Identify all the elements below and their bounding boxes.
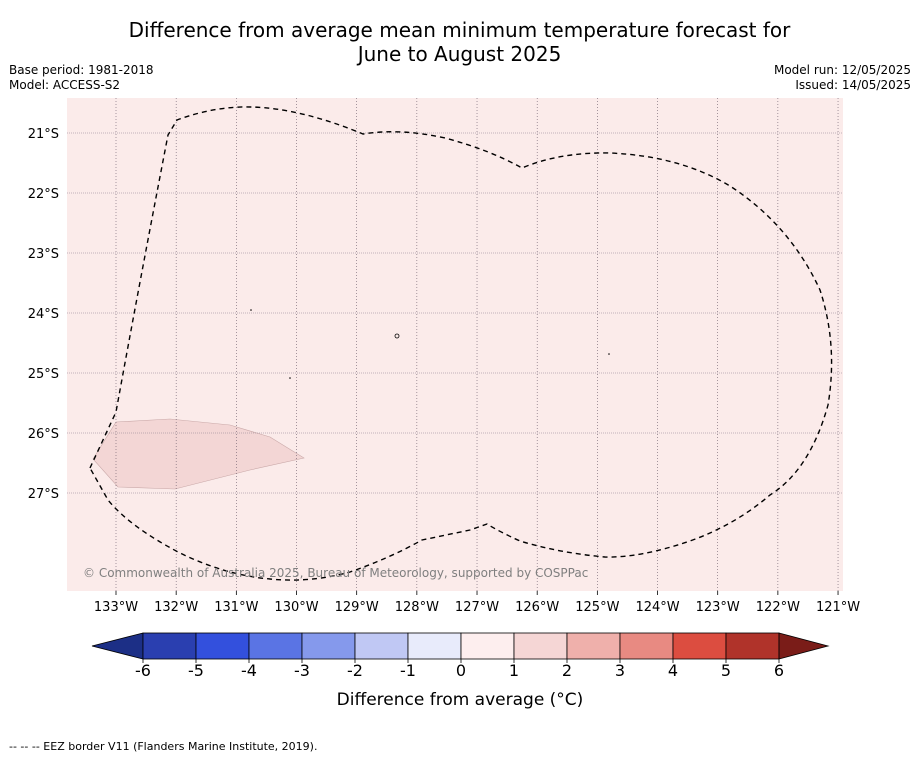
colorbar-tick-label: 1	[509, 661, 519, 680]
longitude-label: 123°W	[696, 600, 740, 615]
model-run-text: Model run: 12/05/2025	[773, 63, 911, 77]
colorbar	[91, 632, 830, 660]
latitude-label: 27°S	[28, 487, 59, 502]
title-line-1: Difference from average mean minimum tem…	[128, 18, 791, 42]
colorbar-tick-label: 6	[774, 661, 784, 680]
latitude-gridlines	[67, 132, 843, 494]
latitude-labels: 21°S 22°S 23°S 24°S 25°S 26°S 27°S	[28, 127, 59, 502]
island-marker	[289, 377, 291, 379]
colorbar-tick-label: 0	[456, 661, 466, 680]
colorbar-tick-label: -5	[188, 661, 204, 680]
longitude-label: 126°W	[515, 600, 559, 615]
island-marker	[250, 309, 252, 311]
longitude-label: 124°W	[635, 600, 679, 615]
colorbar-tick-label: -3	[294, 661, 310, 680]
colorbar-tick-label: -6	[135, 661, 151, 680]
footer-eez-credit: -- -- -- EEZ border V11 (Flanders Marine…	[9, 740, 318, 753]
latitude-label: 25°S	[28, 367, 59, 382]
longitude-label: 133°W	[94, 600, 138, 615]
longitude-labels: 133°W 132°W 131°W 130°W 129°W 128°W 127°W 126°W…	[94, 600, 860, 615]
issued-text: Issued: 14/05/2025	[795, 78, 911, 92]
colorbar-tick-label: 2	[562, 661, 572, 680]
latitude-label: 24°S	[28, 307, 59, 322]
colorbar-tick-label: -2	[347, 661, 363, 680]
latitude-label: 23°S	[28, 247, 59, 262]
latitude-label: 22°S	[28, 187, 59, 202]
longitude-label: 132°W	[154, 600, 198, 615]
colorbar-segment	[301, 632, 356, 660]
longitude-label: 125°W	[575, 600, 619, 615]
map-title: Difference from average mean minimum tem…	[0, 18, 919, 66]
latitude-label: 21°S	[28, 127, 59, 142]
colorbar-tick-label: -4	[241, 661, 257, 680]
colorbar-segment	[619, 632, 674, 660]
metadata-right: Model run: 12/05/2025 Issued: 14/05/2025	[774, 63, 911, 93]
map-background	[67, 98, 843, 591]
colorbar-tick-label: -1	[400, 661, 416, 680]
eez-border	[89, 106, 833, 581]
colorbar-tick-label: 4	[668, 661, 678, 680]
colorbar-segment	[566, 632, 621, 660]
colorbar-tick-labels: -6 -5 -4 -3 -2 -1 0 1 2 3 4 5 6	[135, 659, 784, 680]
colorbar-segment	[513, 632, 568, 660]
longitude-label: 121°W	[816, 600, 860, 615]
colorbar-label: Difference from average (°C)	[337, 690, 584, 710]
longitude-label: 122°W	[756, 600, 800, 615]
island-marker	[394, 333, 400, 339]
colorbar-segment	[407, 632, 462, 660]
longitude-label: 131°W	[214, 600, 258, 615]
title-line-2: June to August 2025	[357, 42, 562, 66]
island-marker	[608, 353, 610, 355]
colorbar-segment	[672, 632, 727, 660]
colorbar-segment	[195, 632, 250, 660]
colorbar-arrow-high	[778, 632, 830, 660]
colorbar-tick-label: 3	[615, 661, 625, 680]
colorbar-segment	[725, 632, 780, 660]
colorbar-segment	[142, 632, 197, 660]
copyright-text: © Commonwealth of Australia 2025, Bureau…	[83, 566, 588, 580]
colorbar-arrow-low	[91, 632, 144, 660]
colorbar-segment	[354, 632, 409, 660]
longitude-gridlines	[115, 98, 839, 595]
base-period-text: Base period: 1981-2018	[9, 63, 154, 77]
anomaly-patch-1-2C	[92, 418, 305, 490]
model-text: Model: ACCESS-S2	[9, 78, 121, 92]
colorbar-tick-label: 5	[721, 661, 731, 680]
longitude-label: 127°W	[455, 600, 499, 615]
latitude-label: 26°S	[28, 427, 59, 442]
longitude-label: 130°W	[274, 600, 318, 615]
longitude-label: 128°W	[395, 600, 439, 615]
colorbar-segment	[248, 632, 303, 660]
colorbar-segment	[460, 632, 515, 660]
longitude-label: 129°W	[335, 600, 379, 615]
metadata-left: Base period: 1981-2018 Model: ACCESS-S2	[9, 63, 154, 93]
